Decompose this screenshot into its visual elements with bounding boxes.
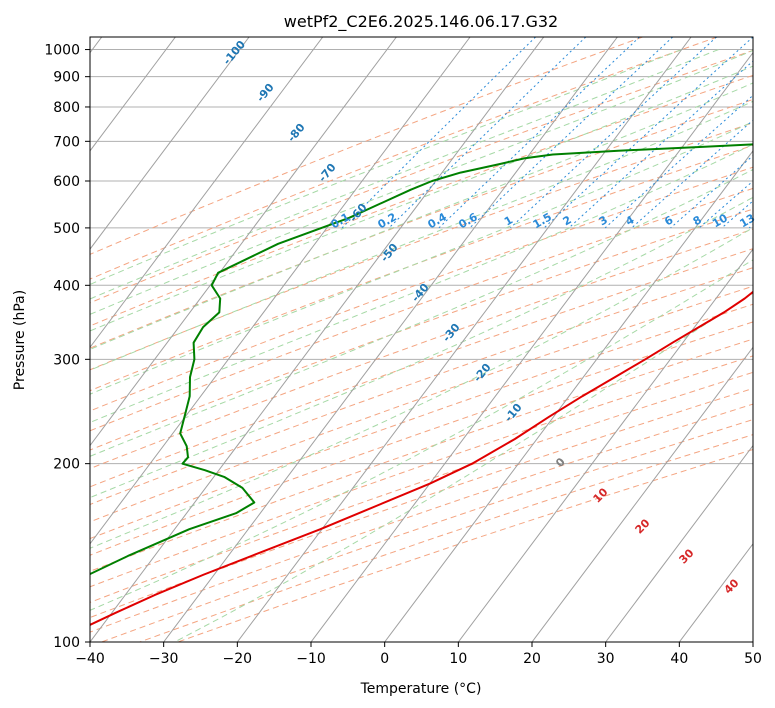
y-tick-label: 800 <box>53 100 80 116</box>
moist-adiabat-line <box>90 82 753 350</box>
temperature-profile-line <box>90 290 753 626</box>
x-tick-label: −10 <box>296 651 326 667</box>
y-tick-label: 600 <box>53 174 80 190</box>
dry-adiabat-line <box>90 37 643 255</box>
x-tick-label: 0 <box>380 651 389 667</box>
dry-adiabat-line <box>90 371 753 603</box>
chart-guide-lines <box>90 37 753 642</box>
x-tick-label: 40 <box>670 651 688 667</box>
mixing-ratio-line <box>543 37 753 229</box>
isotherm-line <box>236 37 692 642</box>
mixing-ratio-lines <box>341 37 753 229</box>
y-tick-label: 400 <box>53 278 80 294</box>
moist-adiabat-line <box>90 168 753 457</box>
moist-adiabat-line <box>90 196 753 499</box>
dry-adiabat-line <box>90 208 753 451</box>
isotherm-line <box>531 346 753 642</box>
x-tick-label: 30 <box>597 651 615 667</box>
x-tick-label: −30 <box>149 651 179 667</box>
moist-adiabat-line <box>90 49 719 300</box>
mixing-ratio-line <box>341 37 536 229</box>
moist-adiabat-line <box>90 65 753 332</box>
mixing-ratio-line <box>568 60 753 229</box>
mixing-ratio-line <box>670 154 753 229</box>
x-tick-label: 20 <box>523 651 541 667</box>
isotherm-line <box>384 150 753 642</box>
y-tick-label: 900 <box>53 70 80 86</box>
y-tick-label: 500 <box>53 221 80 237</box>
moist-adiabat-line <box>90 259 753 611</box>
isotherm-line <box>605 444 753 642</box>
isotherm-line <box>90 37 397 447</box>
y-tick-label: 300 <box>53 352 80 368</box>
dry-adiabat-line <box>90 228 753 470</box>
dry-adiabat-line <box>90 37 718 280</box>
dewpoint-profile-line <box>90 143 753 576</box>
y-tick-label: 1000 <box>44 43 80 59</box>
isotherm-line <box>90 37 250 250</box>
dry-adiabat-line <box>90 166 753 412</box>
mixing-ratio-line <box>510 37 717 229</box>
dry-adiabats <box>90 37 753 642</box>
mixing-ratio-line <box>698 180 753 229</box>
chart-title: wetPf2_C2E6.2025.146.06.17.G32 <box>284 12 558 32</box>
dry-adiabat-line <box>90 267 753 506</box>
y-tick-label: 100 <box>53 635 80 651</box>
y-tick-label: 200 <box>53 457 80 473</box>
dry-adiabat-line <box>90 49 753 304</box>
y-axis-label: Pressure (hPa) <box>12 290 28 390</box>
x-tick-label: −40 <box>75 651 105 667</box>
moist-adiabat-line <box>174 292 753 642</box>
isotherm-line <box>90 37 471 545</box>
x-axis-ticks: −40 −30 −20 −10 0 10 20 30 40 50 <box>75 642 762 667</box>
moist-adiabat-line <box>90 143 753 424</box>
plot-frame <box>89 36 754 643</box>
isotherm-line <box>310 51 753 642</box>
dry-adiabat-line <box>90 321 753 556</box>
mixing-ratio-line <box>469 37 674 229</box>
y-tick-label: 700 <box>53 134 80 150</box>
isotherm-line <box>90 37 176 152</box>
isotherm-line <box>457 248 753 642</box>
x-tick-label: 10 <box>449 651 467 667</box>
isotherm-line <box>90 37 545 642</box>
moist-adiabat-line <box>90 49 682 285</box>
moist-adiabat-line <box>90 49 753 315</box>
isotherms <box>90 37 753 642</box>
isotherm-line <box>163 37 618 642</box>
y-axis-ticks: 1000 900 800 700 600 500 400 300 200 100 <box>44 43 90 651</box>
dry-adiabat-line <box>90 285 753 523</box>
pressure-gridlines <box>90 49 753 642</box>
profile-series <box>90 143 753 626</box>
isotherm-line <box>90 37 324 349</box>
x-axis-label: Temperature (°C) <box>360 681 482 697</box>
x-tick-label: −20 <box>223 651 253 667</box>
dry-adiabat-line <box>90 187 753 432</box>
x-tick-label: 50 <box>744 651 762 667</box>
